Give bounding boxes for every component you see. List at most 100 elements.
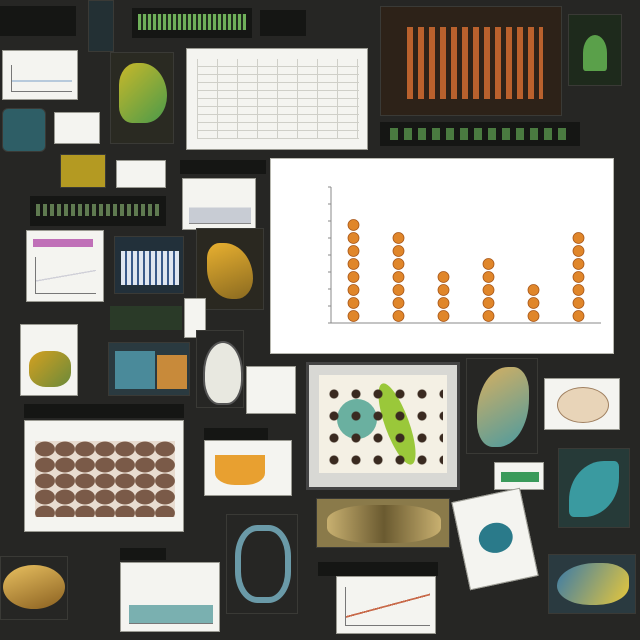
device-card — [306, 362, 460, 490]
data-point — [392, 232, 405, 244]
badge-bar — [501, 472, 539, 482]
data-point — [392, 258, 405, 270]
data-point — [347, 258, 360, 270]
lower-left-label — [24, 404, 184, 418]
gold-relief-tile — [316, 498, 450, 548]
chart-marks — [328, 186, 585, 324]
top-small-tile — [260, 10, 306, 36]
blue-table-grid — [121, 251, 179, 285]
data-point — [392, 245, 405, 257]
bar-chart-tile — [380, 6, 562, 116]
bottom-chart-graphic — [129, 593, 213, 624]
bean-chart-tile — [24, 420, 184, 532]
feather-graphic — [477, 367, 529, 447]
fish-card-tile — [20, 324, 78, 396]
teal-blocks-tile — [108, 342, 190, 396]
bean-chart-graphic — [35, 441, 175, 517]
yellow-shell-graphic — [557, 563, 629, 605]
data-point — [437, 284, 450, 296]
table-doc-tile — [186, 48, 368, 150]
text-doc-tile — [246, 366, 296, 414]
bread-card-tile — [544, 378, 620, 430]
shirt-tile — [451, 487, 539, 591]
mini-chart-lines — [11, 65, 72, 92]
data-point — [347, 271, 360, 283]
main-chart-svg — [328, 186, 601, 324]
data-point — [392, 297, 405, 309]
data-point — [482, 271, 495, 283]
bread-graphic — [557, 387, 609, 423]
data-point — [527, 310, 540, 322]
orange-sketch-tile — [204, 440, 292, 496]
table-doc-grid — [197, 59, 359, 139]
data-point — [572, 232, 585, 244]
data-point — [572, 245, 585, 257]
knot-tile — [226, 514, 298, 614]
bottom-line-chart-tile — [336, 576, 436, 634]
data-point — [572, 258, 585, 270]
data-point — [527, 297, 540, 309]
data-point — [437, 271, 450, 283]
small-note-tile — [54, 112, 100, 144]
data-point — [572, 297, 585, 309]
data-point — [347, 310, 360, 322]
mini-chart-tile — [2, 50, 78, 100]
narrow-doc-tile — [184, 298, 206, 338]
data-point — [482, 297, 495, 309]
leaf-graphic — [569, 461, 619, 517]
plant-graphic — [583, 35, 607, 71]
data-point — [482, 310, 495, 322]
data-point — [392, 310, 405, 322]
gold-relief-graphic — [327, 505, 441, 543]
bottom-chart-tile — [120, 562, 220, 632]
device-screen — [319, 375, 447, 473]
top-icon-tile — [88, 0, 114, 52]
data-point — [437, 297, 450, 309]
data-point — [572, 271, 585, 283]
shirt-graphic — [476, 519, 516, 557]
bread-loaf-graphic — [3, 565, 65, 609]
data-point — [572, 310, 585, 322]
banner-bars — [138, 14, 246, 30]
leaf-tile — [558, 448, 630, 528]
glove-tile — [110, 52, 174, 144]
green-row-2 — [110, 306, 182, 330]
orange-block-graphic — [157, 355, 187, 389]
data-point — [482, 284, 495, 296]
data-point — [437, 310, 450, 322]
yellow-shell-tile — [548, 554, 636, 614]
data-point — [392, 284, 405, 296]
bottom-center-label — [318, 562, 438, 576]
top-left-strip — [0, 6, 76, 36]
bar-chart-bars — [407, 27, 543, 99]
data-point — [392, 271, 405, 283]
small-green-badge — [494, 462, 544, 490]
pink-chart-header — [33, 239, 93, 247]
banana-tile — [196, 228, 264, 310]
glove-graphic — [119, 63, 167, 123]
yellow-card-tile — [60, 154, 106, 188]
plant-tile — [568, 14, 622, 86]
left-label-strip — [30, 196, 166, 226]
data-point — [347, 232, 360, 244]
data-point — [347, 219, 360, 231]
wave-chart-fill — [189, 197, 251, 224]
fish-card-graphic — [29, 351, 71, 387]
data-point — [527, 284, 540, 296]
data-point — [347, 284, 360, 296]
data-point — [482, 258, 495, 270]
knot-graphic — [235, 525, 291, 603]
green-pill-row — [380, 122, 580, 146]
wave-chart-tile — [182, 178, 256, 230]
data-point — [347, 297, 360, 309]
left-label-bars — [36, 204, 160, 216]
data-point — [347, 245, 360, 257]
teal-icon-tile — [2, 108, 46, 152]
blue-table-tile — [114, 236, 184, 294]
bottom-line-chart-graphic — [345, 587, 430, 626]
bean-dots-graphic — [323, 383, 443, 467]
pink-chart-line — [35, 257, 96, 294]
top-green-banner — [132, 8, 252, 38]
mask-graphic — [203, 341, 243, 405]
teal-blocks-graphic — [115, 351, 155, 389]
